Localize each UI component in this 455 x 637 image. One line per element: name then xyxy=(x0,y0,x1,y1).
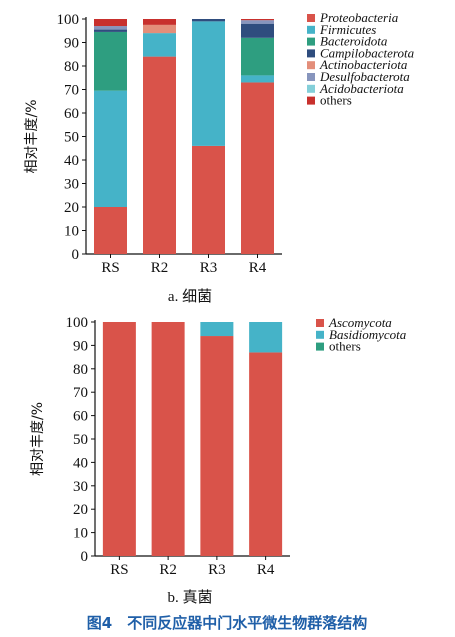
caption-bacteria: a. 细菌 xyxy=(168,288,212,305)
legend-swatch xyxy=(316,330,324,339)
bacteria-chart: 0 10 20 30 40 50 60 70 80 90 100 相对丰度/% RS R2 R3 R4 Prot… xyxy=(24,10,415,276)
y-tick-label: 10 xyxy=(64,224,79,240)
x-tick-label: R3 xyxy=(208,562,226,578)
bar-segment-firmicutes xyxy=(143,33,176,57)
bar-segment-proteobacteria xyxy=(143,56,176,254)
legend-swatch xyxy=(307,96,315,105)
y-tick-label: 30 xyxy=(64,177,79,193)
bar-segment-actinobacteriota xyxy=(143,24,176,34)
y-tick-label: 30 xyxy=(73,479,88,495)
y-tick-label: 80 xyxy=(64,59,79,75)
y-tick-label: 100 xyxy=(57,12,80,28)
y-tick-label: 0 xyxy=(72,247,80,263)
y-tick-label: 70 xyxy=(64,83,79,99)
legend-swatch xyxy=(307,61,315,70)
bar-segment-others xyxy=(241,19,274,21)
legend-swatch xyxy=(307,37,315,46)
y-tick-label: 40 xyxy=(73,455,88,471)
x-tick-label: RS xyxy=(110,562,128,578)
legend-label: others xyxy=(329,339,361,354)
bar-segment-others xyxy=(143,19,176,25)
y-tick-label: 40 xyxy=(64,153,79,169)
legend-swatch xyxy=(316,342,324,351)
legend-swatch xyxy=(307,49,315,58)
y-axis-label: 相对丰度/% xyxy=(24,99,40,173)
bar-segment-bacteroidota xyxy=(241,37,274,76)
legend-label: Bacteroidota xyxy=(320,34,388,49)
bar-segment-proteobacteria xyxy=(241,82,274,254)
legend-swatch xyxy=(307,84,315,93)
x-tick-label: R4 xyxy=(257,562,275,578)
legend-swatch xyxy=(307,14,315,22)
bar-segment-basidiomycota xyxy=(200,322,234,337)
y-tick-label: 80 xyxy=(73,362,88,378)
legend-swatch xyxy=(307,73,315,81)
legend-label: Firmicutes xyxy=(319,22,376,37)
y-tick-label: 20 xyxy=(64,200,79,216)
x-tick-label: R3 xyxy=(200,260,218,276)
legend-label: Basidiomycota xyxy=(329,327,407,342)
caption-fungi: b. 真菌 xyxy=(167,588,212,606)
y-tick-label: 10 xyxy=(73,526,88,542)
legend-label: others xyxy=(320,93,352,108)
bar-segment-campilobacterota xyxy=(94,29,127,32)
bar-segment-ascomycota xyxy=(102,322,136,556)
bar-segment-basidiomycota xyxy=(249,322,283,353)
x-tick-label: R2 xyxy=(159,562,177,578)
x-tick-label: R2 xyxy=(151,260,169,276)
y-tick-label: 50 xyxy=(73,432,88,448)
legend-label: Ascomycota xyxy=(328,315,392,330)
bar-segment-campilobacterota xyxy=(192,19,225,22)
bar-segment-desulfobacterota xyxy=(241,20,274,24)
y-tick-label: 0 xyxy=(81,549,89,565)
y-tick-label: 60 xyxy=(73,409,88,425)
fungi-chart: 0 10 20 30 40 50 60 70 80 90 100 相对丰度/% RS R2 R3 R4 Asco… xyxy=(30,315,407,578)
legend-label: Proteobacteria xyxy=(319,10,399,25)
x-tick-label: R4 xyxy=(249,260,267,276)
bar-segment-bacteroidota xyxy=(94,31,127,91)
y-tick-label: 60 xyxy=(64,106,79,122)
y-tick-label: 70 xyxy=(73,385,88,401)
bar-segment-ascomycota xyxy=(249,352,283,556)
legend-label: Acidobacteriota xyxy=(319,81,404,96)
bar-segment-desulfobacterota xyxy=(94,26,127,30)
y-tick-label: 100 xyxy=(66,315,89,331)
bar-segment-firmicutes xyxy=(192,21,225,146)
legend-label: Actinobacteriota xyxy=(319,57,408,72)
legend-swatch xyxy=(316,319,324,327)
bar-segment-others xyxy=(94,19,127,27)
bar-segment-proteobacteria xyxy=(94,207,127,254)
legend-label: Campilobacterota xyxy=(320,45,415,60)
y-tick-label: 20 xyxy=(73,502,88,518)
bar-segment-ascomycota xyxy=(151,322,185,556)
legend-swatch xyxy=(307,25,315,34)
legend-label: Desulfobacterota xyxy=(319,69,410,84)
bar-segment-proteobacteria xyxy=(192,145,225,254)
y-tick-label: 90 xyxy=(64,36,79,52)
figure-caption: 图4 不同反应器中门水平微生物群落结构 xyxy=(87,614,367,632)
y-tick-label: 90 xyxy=(73,338,88,354)
x-tick-label: RS xyxy=(101,260,119,276)
bar-segment-campilobacterota xyxy=(241,23,274,38)
bar-segment-firmicutes xyxy=(241,75,274,83)
bar-segment-ascomycota xyxy=(200,336,234,556)
bar-segment-firmicutes xyxy=(94,90,127,207)
y-tick-label: 50 xyxy=(64,130,79,146)
y-axis-label: 相对丰度/% xyxy=(30,402,46,476)
